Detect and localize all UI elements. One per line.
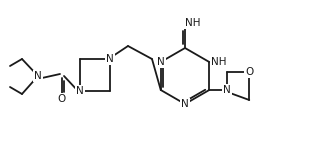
Text: N: N [157,57,165,67]
Text: N: N [34,71,42,81]
Text: N: N [181,99,189,109]
Text: imine: imine [183,21,187,23]
Text: O: O [58,94,66,104]
Text: N: N [76,86,84,96]
Text: NH: NH [185,18,201,28]
Text: N: N [223,85,231,95]
Text: O: O [245,67,254,77]
Text: N: N [106,54,114,64]
Text: NH: NH [211,57,227,67]
